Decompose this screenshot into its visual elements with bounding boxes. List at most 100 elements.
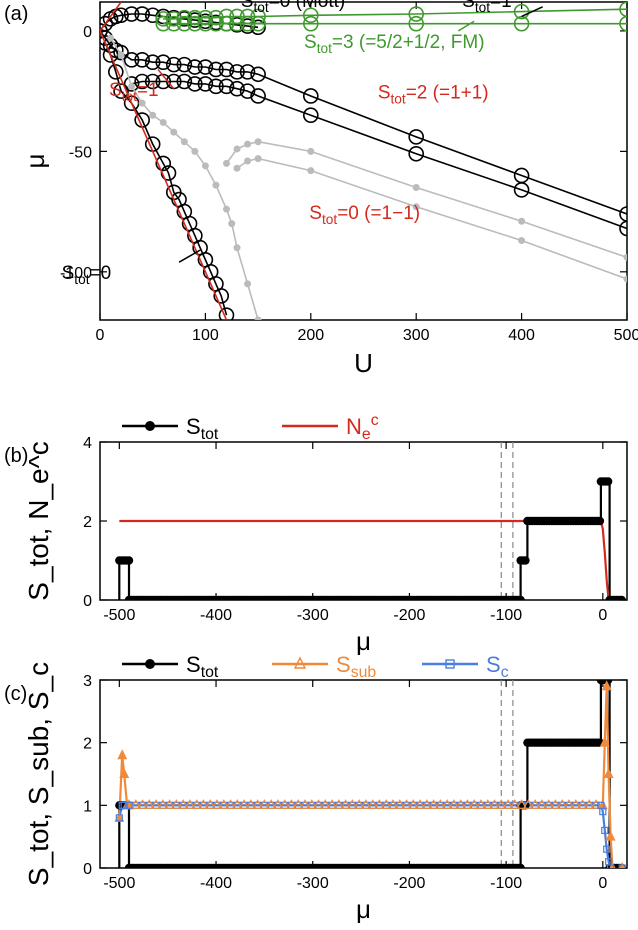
- data-point: [124, 556, 134, 565]
- data-point: [164, 799, 176, 809]
- data-point: [333, 799, 345, 809]
- annotation: Stot=3 (=5/2+1/2, FM): [304, 32, 485, 56]
- data-point: [250, 88, 266, 104]
- data-point: [529, 799, 541, 809]
- x-tick-label: 300: [403, 327, 430, 344]
- data-point: [603, 768, 614, 778]
- data-point: [549, 799, 561, 809]
- series-line: [236, 157, 627, 280]
- data-point: [250, 19, 266, 36]
- data-point: [618, 864, 626, 868]
- data-point: [208, 15, 224, 32]
- x-tick-label: -200: [393, 875, 425, 892]
- data-point: [176, 73, 193, 90]
- panel-label: (b): [4, 445, 28, 467]
- data-point: [138, 99, 146, 107]
- data-point: [597, 799, 608, 810]
- data-point: [250, 66, 266, 83]
- data-point: [617, 595, 626, 600]
- data-point: [279, 799, 291, 809]
- data-point: [108, 64, 124, 80]
- y-tick-label: 2: [83, 514, 92, 531]
- x-tick-label: 200: [297, 327, 324, 344]
- data-point: [518, 217, 526, 225]
- data-point: [258, 799, 270, 809]
- legend-label: Stot: [186, 652, 219, 681]
- data-point: [149, 111, 157, 119]
- data-point: [197, 76, 214, 92]
- data-point: [229, 80, 245, 97]
- data-point: [170, 799, 182, 809]
- data-point: [595, 516, 605, 526]
- data-point: [123, 76, 140, 92]
- panel-c: -500 -400 -300 -200 -100 0 0 1 2 3 (c) μ S_tot, S_su…: [4, 652, 628, 924]
- data-point: [211, 799, 223, 809]
- data-point: [180, 138, 188, 146]
- data-point: [233, 244, 241, 252]
- x-tick-label: 0: [96, 327, 105, 344]
- data-point: [102, 47, 119, 63]
- plot-area: [115, 442, 626, 600]
- data-point: [254, 155, 262, 163]
- data-point: [245, 799, 257, 809]
- data-point: [599, 736, 610, 747]
- data-point: [218, 15, 235, 32]
- x-axis-label: μ: [356, 626, 371, 656]
- data-point: [518, 237, 526, 244]
- data-point: [191, 147, 199, 155]
- data-point: [407, 799, 419, 809]
- data-point: [117, 51, 125, 59]
- arrow: [157, 68, 175, 90]
- data-point: [177, 799, 189, 809]
- data-point: [421, 799, 433, 809]
- data-point: [521, 556, 530, 565]
- panel-a: 0 100 200 300 400 500 0 -50 -100 (a) Stot=0 (Mott)…: [4, 0, 638, 378]
- data-point: [159, 118, 167, 126]
- data-point: [401, 799, 413, 809]
- y-tick-label: -100: [60, 265, 92, 282]
- series-line: [118, 680, 623, 868]
- y-tick-label: 1: [83, 798, 92, 815]
- data-point: [250, 15, 266, 32]
- data-point: [394, 799, 406, 809]
- legend-marker: [293, 656, 307, 669]
- data-point: [522, 799, 534, 809]
- data-point: [107, 34, 115, 42]
- data-point: [150, 799, 162, 809]
- data-point: [412, 184, 420, 191]
- data-point: [408, 6, 425, 22]
- data-point: [125, 801, 133, 809]
- data-point: [123, 52, 140, 68]
- data-point: [606, 864, 615, 868]
- data-point: [225, 799, 237, 809]
- data-point: [513, 3, 530, 20]
- data-point: [155, 73, 172, 90]
- data-point: [543, 799, 555, 809]
- panel-label: (c): [4, 683, 27, 705]
- series-line: [100, 30, 627, 215]
- data-point: [373, 799, 385, 809]
- data-point: [340, 799, 352, 809]
- data-point: [346, 799, 358, 809]
- data-point: [119, 768, 130, 778]
- data-point: [187, 76, 203, 92]
- series-line: [225, 140, 627, 259]
- data-point: [455, 799, 467, 809]
- data-point: [461, 799, 473, 809]
- y-tick-label: 4: [83, 435, 92, 452]
- annotation: Stot=1: [109, 80, 159, 104]
- y-axis-label: S_tot, S_sub, S_c: [23, 662, 54, 886]
- x-tick-label: -500: [103, 607, 135, 624]
- data-point: [306, 799, 318, 809]
- series-line: [100, 2, 122, 32]
- data-point: [353, 799, 365, 809]
- series-line: [109, 37, 259, 320]
- data-point: [563, 799, 575, 809]
- data-point: [144, 7, 161, 24]
- data-point: [231, 799, 243, 809]
- data-point: [605, 830, 616, 841]
- data-point: [197, 15, 214, 32]
- data-point: [619, 220, 627, 237]
- data-point: [468, 799, 480, 809]
- data-point: [134, 73, 150, 90]
